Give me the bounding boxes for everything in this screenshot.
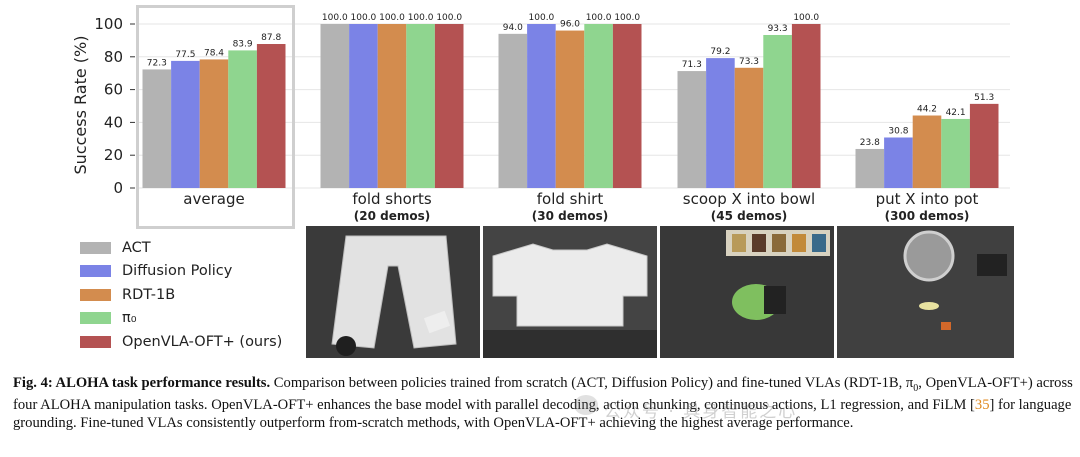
caption-label: Fig. 4: ALOHA task performance results. <box>13 375 271 391</box>
bar-value-label: 100.0 <box>793 13 819 23</box>
bar-value-label: 100.0 <box>322 13 348 23</box>
bar-value-label: 44.2 <box>917 105 937 115</box>
put-pot-photo <box>837 226 1014 358</box>
caption-subscript: 0 <box>913 382 919 394</box>
bar <box>228 50 257 189</box>
bar-value-label: 100.0 <box>436 13 462 23</box>
x-category-sublabel: (45 demos) <box>711 209 787 223</box>
bar <box>434 24 464 188</box>
legend-item: π₀ <box>80 307 282 331</box>
legend-swatch <box>80 312 111 325</box>
watermark: 公众号 · 具身智能之心 <box>604 402 798 422</box>
bar <box>734 67 764 188</box>
fold-shirt-photo <box>483 226 657 358</box>
scoop-bowl-photo <box>660 226 834 358</box>
bar-value-label: 96.0 <box>560 20 580 30</box>
bar <box>941 118 970 188</box>
legend-swatch <box>80 241 111 254</box>
legend-label: ACT <box>122 239 151 256</box>
bar-value-label: 100.0 <box>586 13 612 23</box>
y-tick-label: 20 <box>104 146 123 164</box>
bar-value-label: 30.8 <box>888 126 908 136</box>
bar-value-label: 71.3 <box>682 60 702 70</box>
caption-text-3: ] for language grounding. Fine-tuned VLA… <box>13 397 1072 431</box>
bar <box>555 30 585 189</box>
bar <box>969 103 999 188</box>
citation-link[interactable]: 35 <box>974 397 990 414</box>
bar-value-label: 93.3 <box>768 24 788 34</box>
bar <box>406 24 435 188</box>
caption-text-2: , OpenVLA-OFT+) across four ALOHA manipu… <box>13 375 1073 414</box>
bar <box>142 69 172 188</box>
x-category-sublabel: (20 demos) <box>354 209 430 223</box>
bar <box>677 71 707 188</box>
y-tick-label: 0 <box>113 179 123 197</box>
y-tick-label: 80 <box>104 48 123 66</box>
bar <box>377 24 407 188</box>
y-tick-label: 60 <box>104 81 123 99</box>
bar <box>763 34 792 188</box>
legend-label: π₀ <box>122 310 137 327</box>
bar-value-label: 79.2 <box>710 47 730 57</box>
x-category-sublabel: (30 demos) <box>532 209 608 223</box>
bar-value-label: 94.0 <box>503 23 523 33</box>
bar <box>171 60 200 188</box>
legend-item: RDT-1B <box>80 283 282 307</box>
x-category-label: fold shirt <box>537 190 604 208</box>
bar-value-label: 87.8 <box>261 33 281 43</box>
bar-value-label: 42.1 <box>946 108 966 118</box>
bar <box>256 44 286 189</box>
bar <box>498 33 528 189</box>
x-category-label: put X into pot <box>876 190 979 208</box>
bar <box>527 24 556 188</box>
bar-value-label: 100.0 <box>351 13 377 23</box>
bar-value-label: 51.3 <box>974 93 994 103</box>
bar-value-label: 23.8 <box>860 138 880 148</box>
bar <box>612 24 642 188</box>
legend-label: RDT-1B <box>122 286 176 303</box>
legend-label: Diffusion Policy <box>122 263 233 280</box>
bar <box>584 24 613 188</box>
bar <box>884 137 913 188</box>
legend-label: OpenVLA-OFT+ (ours) <box>122 333 283 350</box>
x-category-sublabel: (300 demos) <box>885 209 970 223</box>
bar <box>791 24 821 188</box>
bar-value-label: 100.0 <box>408 13 434 23</box>
legend-swatch <box>80 288 111 301</box>
bar <box>912 115 942 188</box>
bar-value-label: 83.9 <box>233 39 253 49</box>
bar-value-label: 73.3 <box>739 57 759 67</box>
legend-item: OpenVLA-OFT+ (ours) <box>80 330 282 354</box>
y-tick-label: 40 <box>104 113 123 131</box>
bar <box>706 58 735 188</box>
x-category-label: fold shorts <box>352 190 431 208</box>
bar <box>320 24 350 188</box>
watermark-logo <box>574 395 598 415</box>
caption-text-1: Comparison between policies trained from… <box>270 375 914 391</box>
legend-swatch <box>80 265 111 278</box>
legend-item: Diffusion Policy <box>80 260 282 284</box>
bar-value-label: 100.0 <box>614 13 640 23</box>
bar <box>199 59 229 189</box>
bar <box>855 148 885 188</box>
bar-value-label: 78.4 <box>204 48 224 58</box>
bar-value-label: 100.0 <box>529 13 555 23</box>
bar <box>349 24 378 188</box>
chart-legend: ACT Diffusion Policy RDT-1B π₀ OpenVLA-OFT+ … <box>80 236 282 354</box>
highlight-box <box>136 5 295 229</box>
y-axis-label: Success Rate (%) <box>71 36 90 175</box>
x-category-label: scoop X into bowl <box>683 190 815 208</box>
figure-caption: Fig. 4: ALOHA task performance results. … <box>13 375 1075 432</box>
x-category-label: average <box>183 190 244 208</box>
fold-shorts-photo <box>306 226 480 358</box>
y-tick-label: 100 <box>94 15 123 33</box>
bar-value-label: 72.3 <box>147 58 167 68</box>
bar-value-label: 100.0 <box>379 13 405 23</box>
legend-item: ACT <box>80 236 282 260</box>
bar-value-label: 77.5 <box>175 50 195 60</box>
legend-swatch <box>80 335 111 348</box>
